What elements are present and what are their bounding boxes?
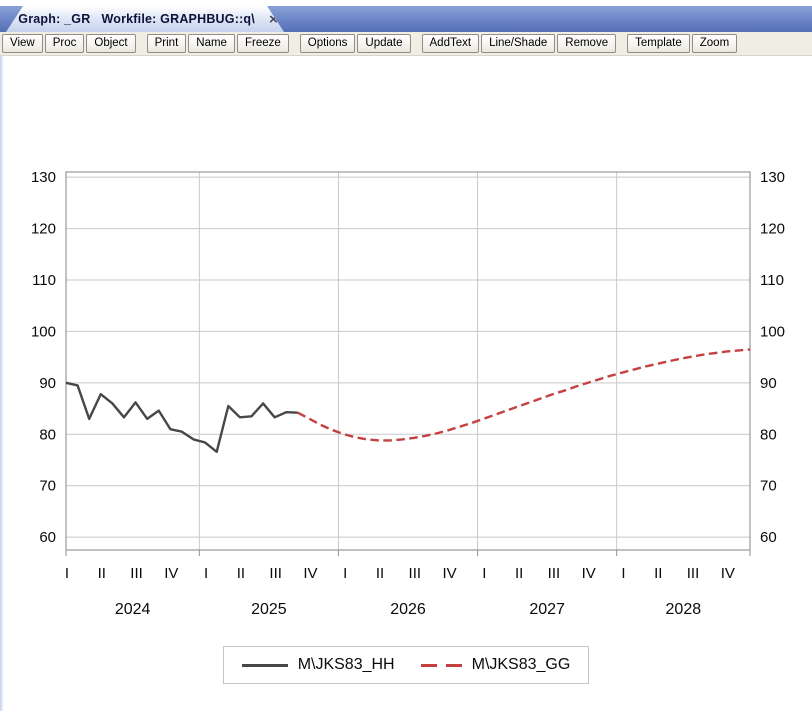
- toolbar-button-print[interactable]: Print: [146, 34, 187, 53]
- toolbar-button-proc[interactable]: Proc: [44, 34, 85, 53]
- toolbar-group: Options Update: [299, 34, 413, 53]
- quarter-tick-label: III: [409, 565, 422, 582]
- legend-label-gg: M\JKS83_GG: [471, 656, 571, 673]
- legend-entry-hh: M\JKS83_HH: [241, 656, 395, 674]
- toolbar-group: View Proc Object: [2, 34, 138, 53]
- legend-wrap: M\JKS83_HH M\JKS83_GG: [0, 646, 812, 684]
- quarter-tick-label: IV: [721, 565, 735, 582]
- toolbar-button-remove[interactable]: Remove: [557, 34, 617, 53]
- quarter-tick-label: IV: [582, 565, 596, 582]
- toolbar-button-template[interactable]: Template: [627, 34, 690, 53]
- y-axis-label-left: 70: [39, 478, 56, 495]
- legend-label-hh: M\JKS83_HH: [297, 656, 395, 673]
- quarter-tick-label: IV: [303, 565, 317, 582]
- y-axis-label-right: 120: [760, 221, 785, 238]
- y-axis-label-right: 60: [760, 529, 777, 546]
- y-axis-label-right: 90: [760, 375, 777, 392]
- quarter-tick-label: III: [548, 565, 561, 582]
- year-label: 2025: [251, 601, 287, 618]
- solid-line-sample-icon: [241, 663, 288, 667]
- y-axis-label-left: 90: [39, 375, 56, 392]
- y-axis-label-left: 120: [31, 221, 56, 238]
- quarter-tick-label: II: [376, 565, 384, 582]
- toolbar-button-freeze[interactable]: Freeze: [236, 34, 289, 53]
- y-axis-label-left: 60: [39, 529, 56, 546]
- legend-entry-gg: M\JKS83_GG: [420, 656, 571, 674]
- quarter-tick-label: I: [65, 565, 69, 582]
- y-axis-label-left: 100: [31, 323, 56, 340]
- year-label: 2026: [390, 601, 426, 618]
- y-axis-label-left: 80: [39, 426, 56, 443]
- toolbar-button-line-shade[interactable]: Line/Shade: [481, 34, 556, 53]
- y-axis-label-right: 130: [760, 169, 785, 186]
- year-label: 2027: [529, 601, 565, 618]
- toolbar-button-object[interactable]: Object: [86, 34, 136, 53]
- quarter-tick-label: II: [515, 565, 523, 582]
- toolbar-button-addtext[interactable]: AddText: [421, 34, 480, 53]
- y-axis-label-right: 100: [760, 323, 785, 340]
- dashed-line-sample-icon: [420, 663, 462, 667]
- window-left-edge: [0, 56, 3, 711]
- toolbar-group: Template Zoom: [627, 34, 739, 53]
- quarter-tick-label: III: [687, 565, 700, 582]
- toolbar-group: AddText Line/Shade Remove: [421, 34, 619, 53]
- y-axis-label-left: 110: [32, 272, 56, 289]
- toolbar-button-view[interactable]: View: [2, 34, 43, 53]
- quarter-tick-label: I: [204, 565, 208, 582]
- year-label: 2024: [115, 601, 151, 618]
- quarter-tick-label: II: [654, 565, 662, 582]
- quarter-tick-label: I: [482, 565, 486, 582]
- close-icon[interactable]: ×: [268, 10, 278, 28]
- toolbar-button-zoom[interactable]: Zoom: [691, 34, 738, 53]
- quarter-tick-label: IV: [164, 565, 178, 582]
- series-line-0: [65, 381, 298, 453]
- quarter-tick-label: I: [621, 565, 625, 582]
- toolbar-group: Print Name Freeze: [146, 34, 291, 53]
- quarter-tick-label: IV: [442, 565, 456, 582]
- legend[interactable]: M\JKS83_HH M\JKS83_GG: [222, 646, 590, 684]
- quarter-tick-label: II: [98, 565, 106, 582]
- y-axis-label-right: 70: [760, 478, 777, 495]
- y-axis-label-left: 130: [31, 169, 56, 186]
- quarter-tick-label: I: [343, 565, 347, 582]
- y-axis-label-right: 110: [760, 272, 784, 289]
- quarter-tick-label: III: [269, 565, 282, 582]
- toolbar-button-update[interactable]: Update: [357, 34, 411, 53]
- tab-bar: Graph: _GR Workfile: GRAPHBUG::q\ ×: [0, 6, 812, 32]
- toolbar-button-name[interactable]: Name: [188, 34, 235, 53]
- tab-title: Graph: _GR Workfile: GRAPHBUG::q\: [18, 12, 255, 26]
- toolbar-button-options[interactable]: Options: [299, 34, 356, 53]
- plot-frame: [65, 171, 751, 551]
- quarter-tick-label: II: [237, 565, 245, 582]
- series-line-1: [297, 348, 751, 442]
- y-axis-label-right: 80: [760, 426, 777, 443]
- toolbar: View Proc Object Print Name Freeze Options Upda…: [0, 32, 812, 56]
- year-label: 2028: [666, 601, 702, 618]
- window-top-strip: [0, 0, 812, 7]
- tab-graph-window[interactable]: Graph: _GR Workfile: GRAPHBUG::q\ ×: [6, 6, 284, 32]
- quarter-tick-label: III: [130, 565, 143, 582]
